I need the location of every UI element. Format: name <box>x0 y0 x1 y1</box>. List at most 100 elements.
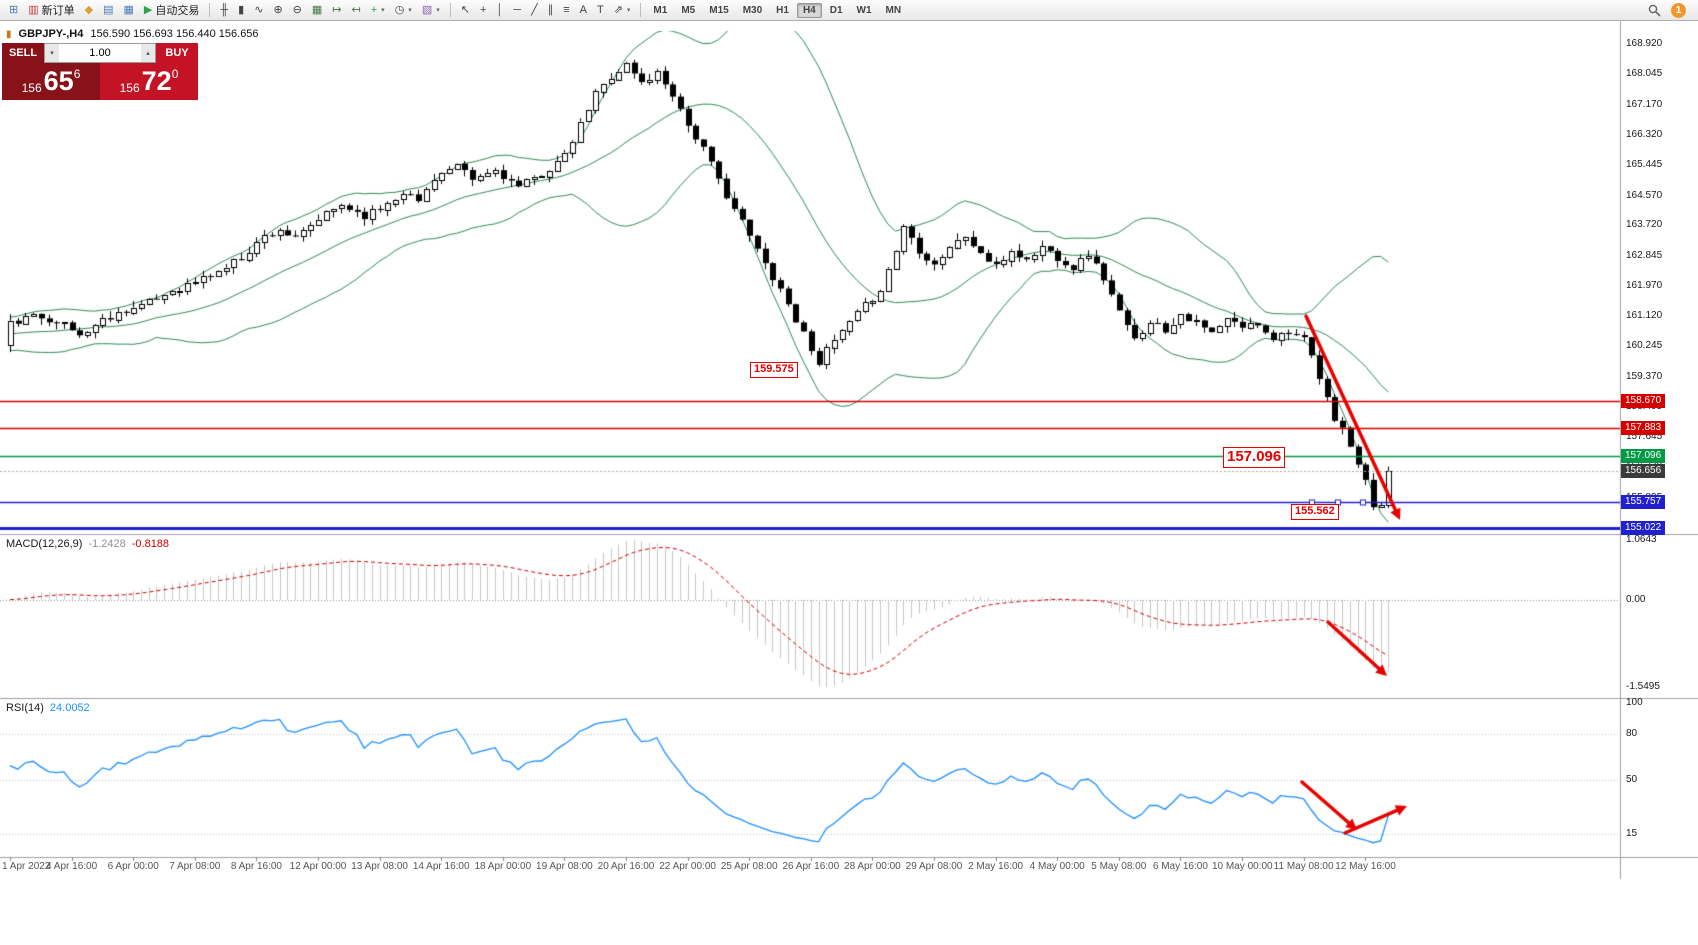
timeframe-d1-button[interactable]: D1 <box>829 4 843 16</box>
timeframe-h4-button[interactable]: H4 <box>796 2 822 18</box>
arrows-tool-icon: ⇗ <box>613 3 623 16</box>
rsi-scale-label: 100 <box>1626 697 1643 708</box>
timeframe-m15-button[interactable]: M15 <box>709 4 729 16</box>
trendline-icon: ╱ <box>531 3 538 16</box>
autotrading-button[interactable]: ▶ 自动交易 <box>140 1 203 19</box>
text-label-button[interactable]: T <box>593 1 608 19</box>
zoom-in-button[interactable]: ⊕ <box>269 1 286 19</box>
new-chart-button[interactable]: ⊞ <box>5 1 22 19</box>
price-level-badge: 157.883 <box>1621 421 1666 436</box>
chart-canvas[interactable] <box>0 21 1698 945</box>
market-watch-button[interactable]: ▤ <box>99 1 117 19</box>
price-scale-label: 168.045 <box>1626 68 1663 80</box>
zoom-in-icon: ⊕ <box>273 3 283 16</box>
price-annotation[interactable]: 155.562 <box>1291 504 1339 520</box>
candlestick-chart-button[interactable]: ▮ <box>234 1 248 19</box>
buy-price[interactable]: 156 72 0 <box>100 63 198 100</box>
arrows-tool-button[interactable]: ⇗ ▾ <box>610 1 635 19</box>
periods-button[interactable]: ◷ ▾ <box>391 1 416 19</box>
auto-scroll-button[interactable]: ↦ <box>328 1 345 19</box>
price-scale-label: 160.245 <box>1626 340 1663 352</box>
toolbar-button-groups: ⊞ ▥ 新订单 ◆ ▤ ▦ ▶ 自动交易 ╫ ▮ ∿ ⊕ ⊖ ▦ ↦ ↤ + ▾ ◷ ▾ ▧ ▾ ↖ + │ ─ ╱ ∥ ≡ A T ⇗ ▾ <box>4 1 635 19</box>
periods-icon: ◷ <box>394 3 405 16</box>
rsi-indicator-label: RSI(14) 24.0052 <box>6 702 90 714</box>
rsi-name: RSI(14) <box>6 702 44 714</box>
sell-price[interactable]: 156 65 6 <box>2 63 100 100</box>
new-order-icon: ▥ <box>28 3 39 16</box>
time-axis-label: 19 Apr 08:00 <box>536 861 593 872</box>
time-axis-label: 10 May 00:00 <box>1212 861 1273 872</box>
time-axis-label: 14 Apr 16:00 <box>412 861 470 872</box>
cursor-button[interactable]: ↖ <box>457 1 474 19</box>
time-axis-label: 1 Apr 2022 <box>2 861 51 872</box>
text-button[interactable]: A <box>576 1 591 19</box>
price-level-badge: 155.022 <box>1621 521 1666 536</box>
vertical-line-icon: │ <box>496 3 504 16</box>
volume-decrease-button[interactable]: ▾ <box>45 44 59 62</box>
timeframe-m5-button[interactable]: M5 <box>681 4 696 16</box>
price-scale-label: 163.720 <box>1626 219 1663 231</box>
crosshair-button[interactable]: + <box>476 1 490 19</box>
chart-shift-button[interactable]: ↤ <box>348 1 365 19</box>
indicators-button[interactable]: + ▾ <box>367 1 389 19</box>
chart-title-icon: ▮ <box>6 28 12 40</box>
profile-badge[interactable]: 1 <box>1671 2 1686 18</box>
volume-box: ▾ ▴ <box>44 43 156 63</box>
sell-button[interactable]: SELL <box>2 43 44 63</box>
metaeditor-button[interactable]: ◆ <box>81 1 97 19</box>
chart-window: ▮ GBPJPY-,H4 156.590 156.693 156.440 156… <box>0 21 1698 945</box>
timeframe-w1-button[interactable]: W1 <box>856 4 872 16</box>
tile-windows-button[interactable]: ▦ <box>308 1 326 19</box>
arrows-tool-caret-icon[interactable]: ▾ <box>626 7 631 14</box>
symbol-name: GBPJPY-,H4 <box>18 28 84 40</box>
time-axis-label: 4 May 00:00 <box>1029 861 1085 872</box>
templates-button[interactable]: ▧ ▾ <box>418 1 444 19</box>
toolbar-separator <box>449 3 451 17</box>
indicators-icon: + <box>370 3 378 16</box>
price-annotation[interactable]: 157.096 <box>1223 447 1286 468</box>
periods-caret-icon[interactable]: ▾ <box>408 7 412 14</box>
price-level-badge: 156.656 <box>1621 464 1666 479</box>
rsi-value: 24.0052 <box>49 702 90 714</box>
indicators-caret-icon[interactable]: ▾ <box>381 7 385 14</box>
volume-increase-button[interactable]: ▴ <box>141 44 155 62</box>
volume-input[interactable] <box>59 44 141 62</box>
toolbar-separator <box>640 3 642 17</box>
new-order-button[interactable]: ▥ 新订单 <box>24 1 78 19</box>
chart-shift-icon: ↤ <box>351 3 361 16</box>
zoom-out-button[interactable]: ⊖ <box>289 1 306 19</box>
templates-icon: ▧ <box>421 3 433 16</box>
auto-scroll-icon: ↦ <box>332 3 342 16</box>
price-annotation[interactable]: 159.575 <box>750 362 798 378</box>
templates-caret-icon[interactable]: ▾ <box>436 7 440 14</box>
time-axis-label: 25 Apr 08:00 <box>720 861 778 872</box>
line-chart-button[interactable]: ∿ <box>250 1 267 19</box>
time-axis-label: 4 Apr 16:00 <box>46 861 98 872</box>
timeframe-mn-button[interactable]: MN <box>885 4 902 16</box>
buy-button[interactable]: BUY <box>156 43 198 63</box>
sell-price-sup: 6 <box>73 67 81 81</box>
timeframe-m1-button[interactable]: M1 <box>653 4 668 16</box>
trendline-button[interactable]: ╱ <box>527 1 542 19</box>
price-level-badge: 158.670 <box>1621 394 1666 408</box>
time-axis-label: 5 May 08:00 <box>1091 861 1147 872</box>
time-axis-label: 6 Apr 00:00 <box>107 861 159 872</box>
macd-scale-label: -1.5495 <box>1626 681 1660 693</box>
price-scale-label: 164.570 <box>1626 189 1663 201</box>
buy-price-sup: 0 <box>171 67 179 81</box>
search-icon[interactable] <box>1648 4 1661 17</box>
time-axis-label: 6 May 16:00 <box>1152 861 1208 872</box>
timeframe-m30-button[interactable]: M30 <box>742 4 763 16</box>
price-level-badge: 157.096 <box>1621 448 1666 463</box>
fibonacci-button[interactable]: ≡ <box>559 1 573 19</box>
zoom-out-icon: ⊖ <box>292 3 302 16</box>
trade-panel-price-row: 156 65 6 156 72 0 <box>2 63 198 100</box>
vertical-line-button[interactable]: │ <box>492 1 507 19</box>
bar-chart-button[interactable]: ╫ <box>216 1 232 19</box>
price-scale-label: 162.845 <box>1626 249 1663 261</box>
horizontal-line-button[interactable]: ─ <box>509 1 525 19</box>
equidistant-channel-button[interactable]: ∥ <box>544 1 558 19</box>
timeframe-h1-button[interactable]: H1 <box>776 4 789 16</box>
time-axis-label: 2 May 16:00 <box>968 861 1024 872</box>
data-window-button[interactable]: ▦ <box>120 1 138 19</box>
